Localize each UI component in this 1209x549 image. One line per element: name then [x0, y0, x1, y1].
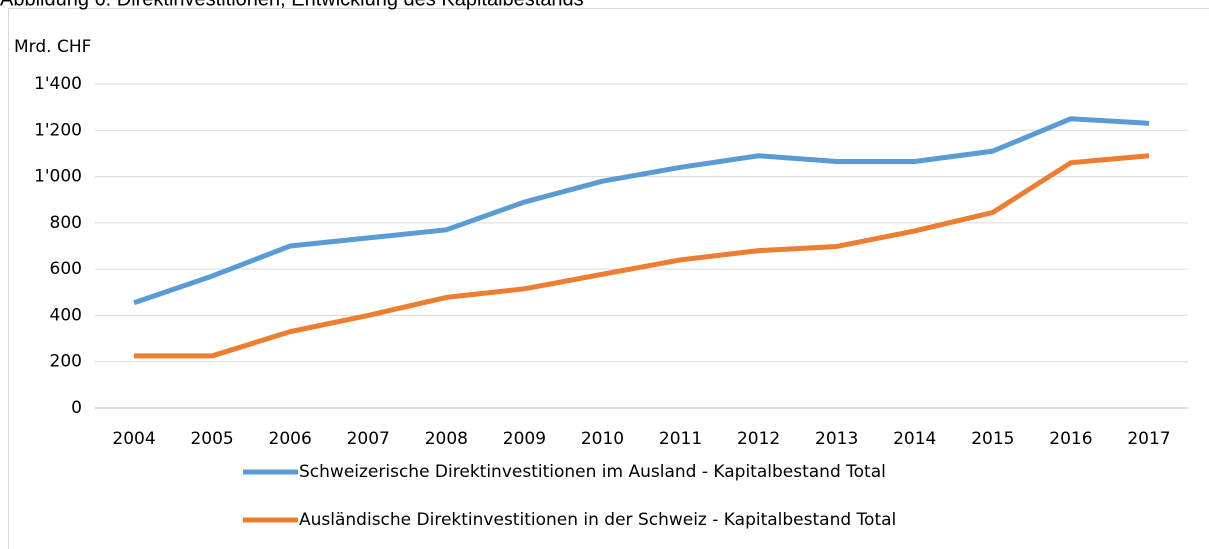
x-tick-label: 2017	[1127, 429, 1170, 449]
chart-title: Abbildung 6: Direktinvestitionen, Entwic…	[0, 0, 584, 10]
x-tick-label: 2014	[893, 429, 936, 449]
x-tick-label: 2016	[1049, 429, 1092, 449]
legend-label: Ausländische Direktinvestitionen in der …	[299, 510, 896, 530]
y-axis-label: Mrd. CHF	[14, 37, 91, 57]
x-tick-label: 2013	[815, 429, 858, 449]
x-tick-label: 2011	[659, 429, 702, 449]
x-tick-label: 2004	[112, 429, 155, 449]
y-tick-label: 400	[50, 305, 82, 325]
x-tick-label: 2015	[971, 429, 1014, 449]
y-tick-label: 600	[50, 259, 82, 279]
y-tick-label: 0	[71, 398, 82, 418]
x-tick-label: 2012	[737, 429, 780, 449]
y-tick-label: 1'200	[34, 120, 82, 140]
y-tick-label: 200	[50, 352, 82, 372]
x-tick-label: 2009	[503, 429, 546, 449]
y-tick-label: 800	[50, 213, 82, 233]
x-tick-label: 2008	[425, 429, 468, 449]
x-tick-label: 2006	[269, 429, 312, 449]
series-line	[133, 116, 1150, 306]
x-tick-label: 2010	[581, 429, 624, 449]
y-tick-label: 1'000	[34, 167, 82, 187]
y-tick-label: 1'400	[34, 74, 82, 94]
series-line	[134, 153, 1150, 359]
x-tick-label: 2005	[190, 429, 233, 449]
chart-frame	[8, 8, 1209, 549]
x-tick-label: 2007	[347, 429, 390, 449]
legend-label: Schweizerische Direktinvestitionen im Au…	[299, 462, 886, 482]
